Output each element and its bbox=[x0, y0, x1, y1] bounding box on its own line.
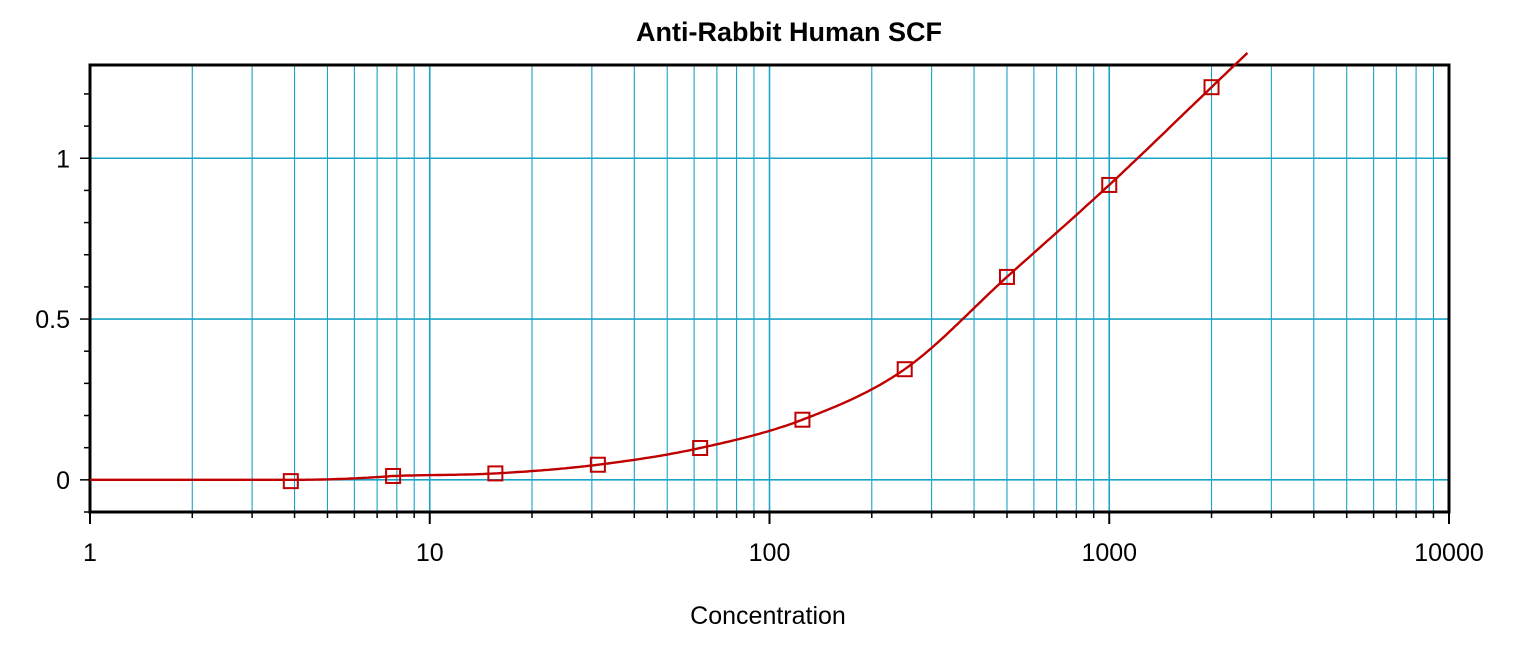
data-point bbox=[487, 465, 504, 482]
data-point bbox=[589, 456, 606, 473]
chart-title: Anti-Rabbit Human SCF bbox=[636, 17, 942, 47]
data-point bbox=[896, 361, 913, 378]
y-tick-label: 0.5 bbox=[35, 306, 70, 334]
y-tick-label: 1 bbox=[56, 145, 70, 173]
data-point bbox=[385, 467, 402, 484]
data-point bbox=[1203, 79, 1220, 96]
data-point bbox=[998, 268, 1015, 285]
x-tick-label: 1000 bbox=[1081, 539, 1137, 567]
data-point bbox=[282, 473, 299, 490]
grid bbox=[90, 65, 1449, 512]
x-tick-label: 10 bbox=[416, 539, 444, 567]
fit-curve bbox=[90, 52, 1249, 481]
x-tick-label: 10000 bbox=[1414, 539, 1484, 567]
y-tick-label: 0 bbox=[56, 467, 70, 495]
x-axis-label: Concentration bbox=[690, 602, 846, 630]
data-point bbox=[794, 411, 811, 428]
data-point bbox=[692, 440, 709, 457]
tick-labels: 1 10 100 1000 10000 0 0.5 1 bbox=[35, 145, 1484, 567]
data-points bbox=[282, 79, 1220, 490]
x-tick-label: 1 bbox=[83, 539, 97, 567]
data-point bbox=[1101, 176, 1118, 193]
fit-curve-group bbox=[90, 52, 1249, 481]
axis-ticks bbox=[80, 93, 1450, 524]
x-tick-label: 100 bbox=[749, 539, 791, 567]
